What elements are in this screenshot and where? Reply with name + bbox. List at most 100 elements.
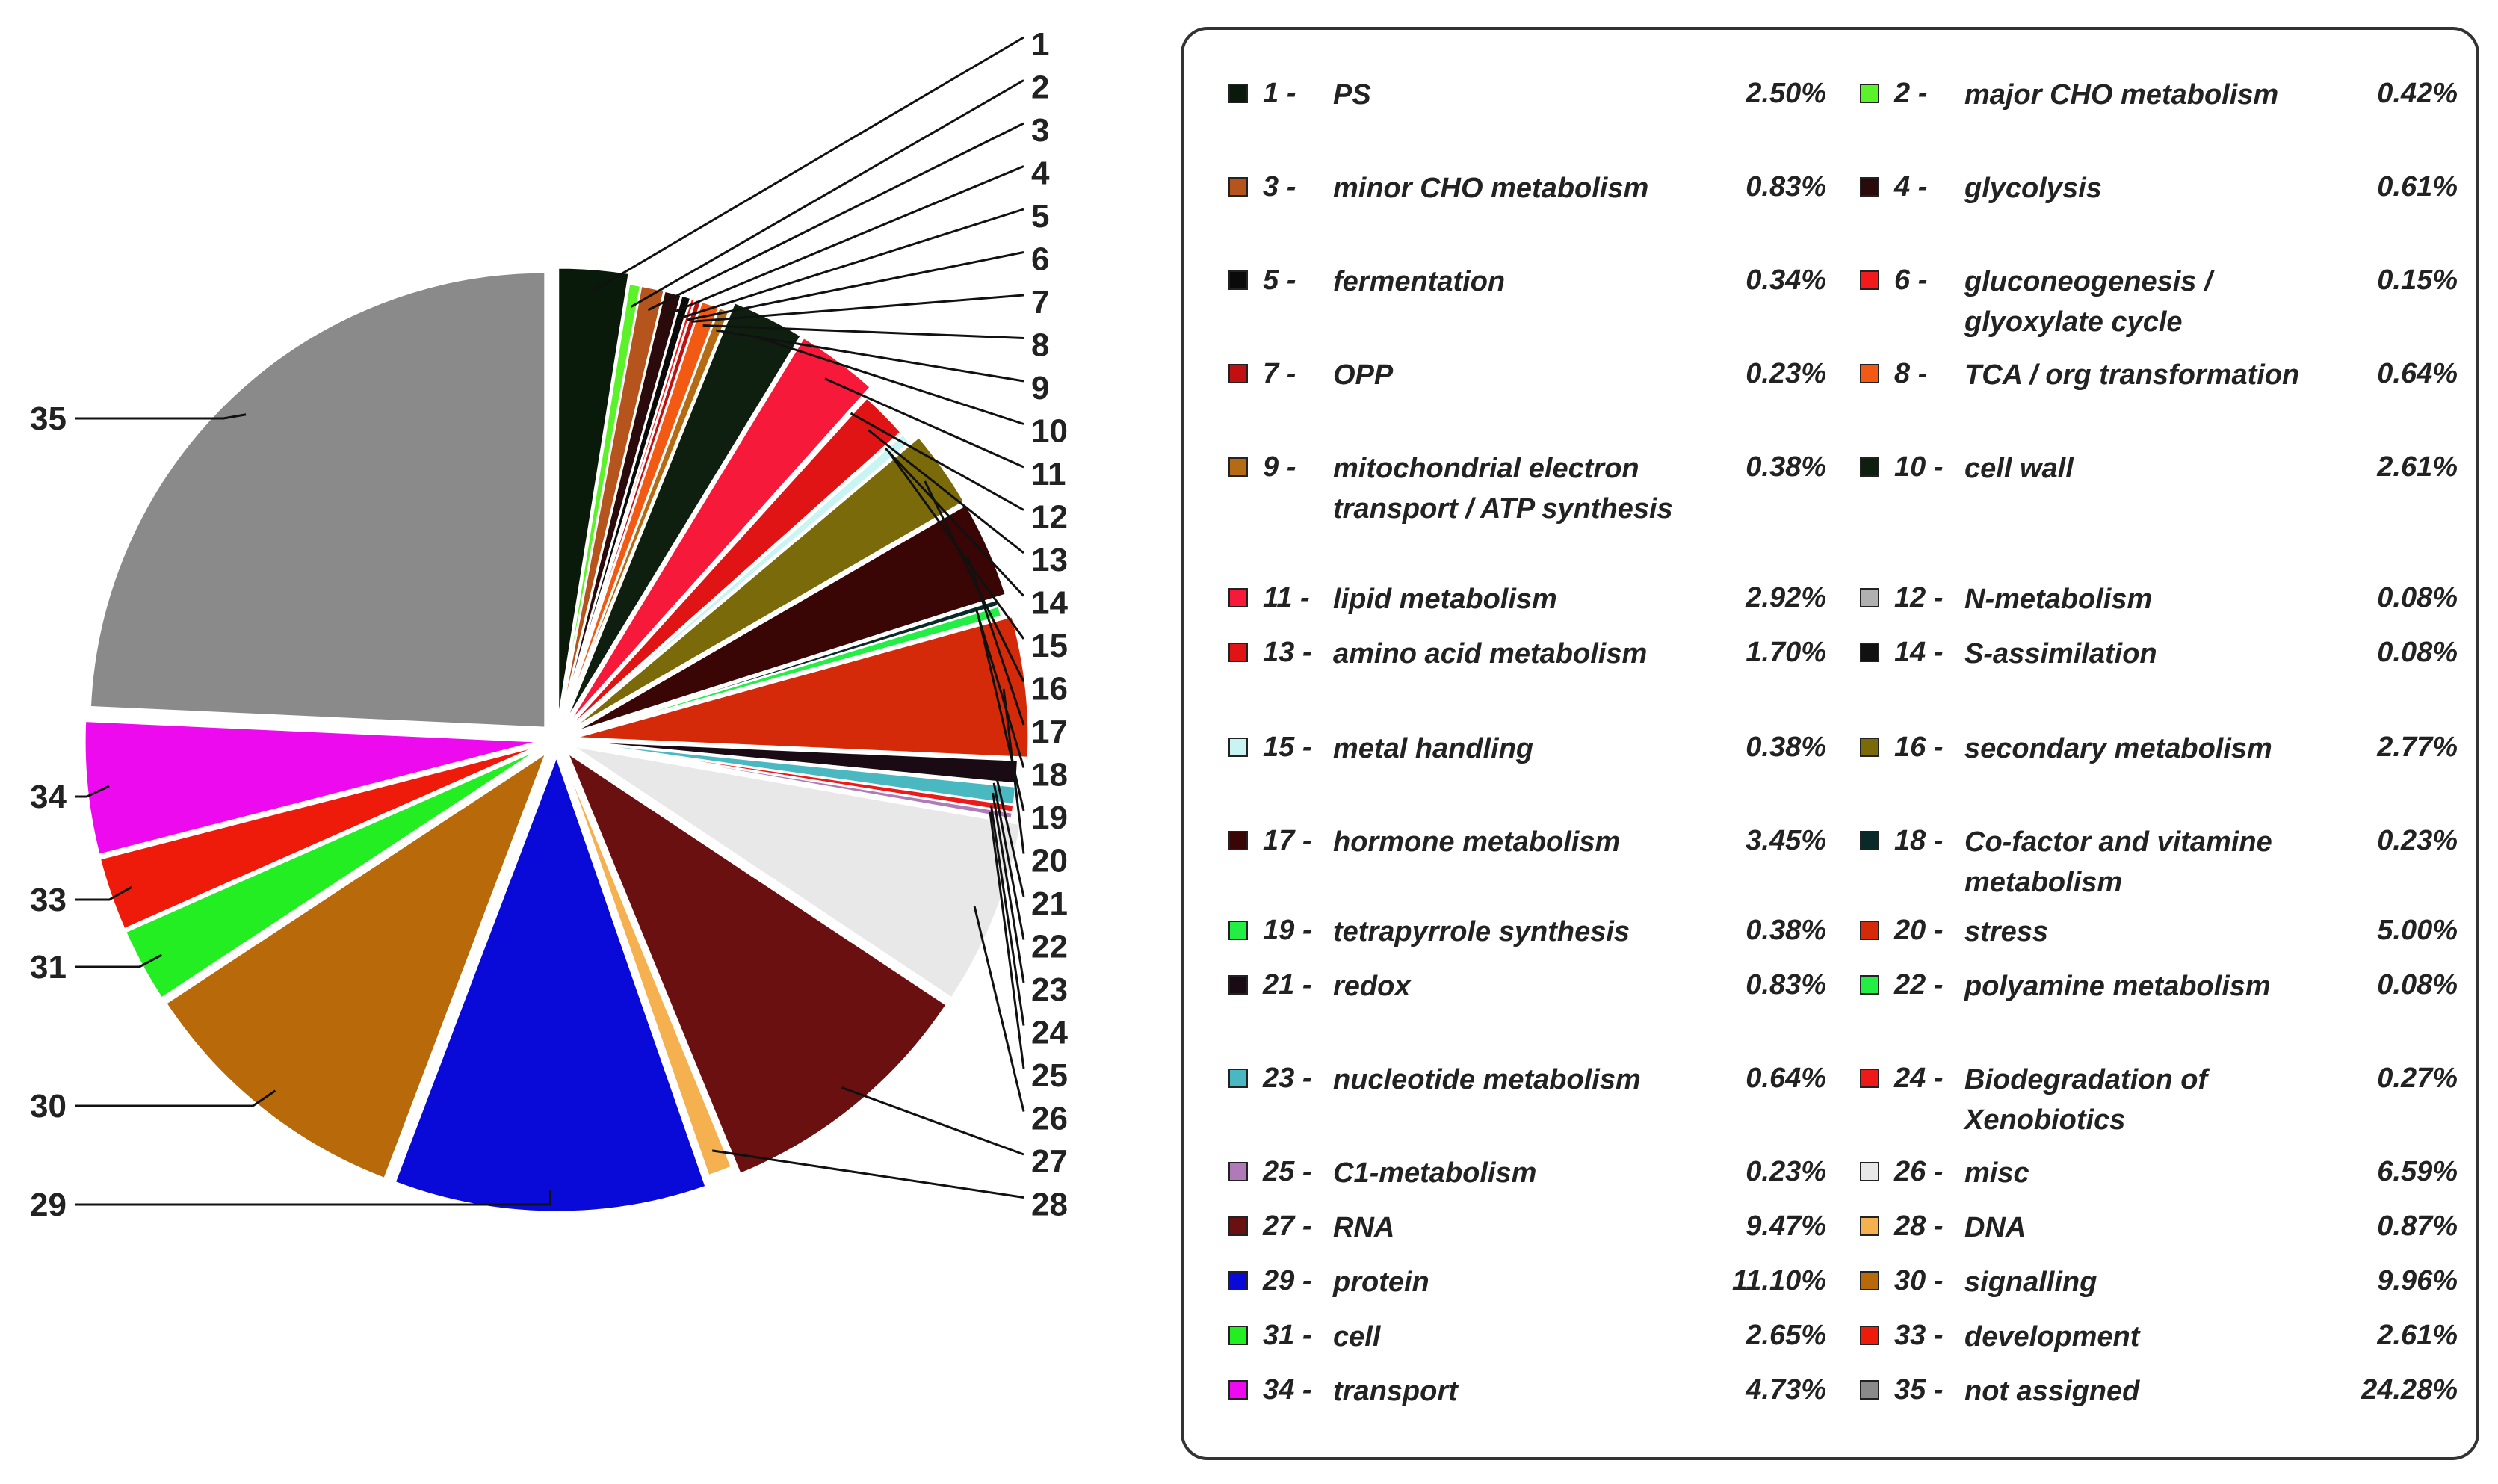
legend-number: 25 -	[1263, 1156, 1312, 1187]
legend-item: 3 - minor CHO metabolism 0.83%	[1228, 168, 1871, 216]
slice-number-label-22: 22	[1031, 929, 1068, 965]
legend-percentage: 0.15%	[2377, 265, 2458, 296]
legend-swatch	[1860, 364, 1879, 383]
legend-swatch	[1860, 1162, 1879, 1181]
legend-percentage: 4.73%	[1746, 1374, 1826, 1406]
legend-number: 34 -	[1263, 1374, 1312, 1406]
slice-number-label-17: 17	[1031, 714, 1068, 750]
legend-percentage: 0.34%	[1746, 265, 1826, 296]
slice-number-label-34: 34	[30, 779, 67, 815]
legend-number: 10 -	[1894, 451, 1944, 483]
legend-item: 13 - amino acid metabolism 1.70%	[1228, 634, 1871, 681]
legend-item: 22 - polyamine metabolism 0.08%	[1860, 966, 2498, 1014]
slice-number-label-7: 7	[1031, 284, 1049, 321]
pie-slice-28	[557, 744, 734, 1178]
slice-number-label-28: 28	[1031, 1187, 1068, 1223]
slice-number-label-33: 33	[30, 882, 67, 918]
legend-label: fermentation	[1333, 266, 1506, 297]
legend-percentage: 0.42%	[2377, 78, 2458, 109]
leader-line-6	[686, 251, 1024, 321]
slice-number-label-4: 4	[1031, 155, 1050, 192]
legend-item: 4 - glycolysis 0.61%	[1860, 168, 2498, 216]
legend-percentage: 0.64%	[1746, 1063, 1826, 1094]
legend-number: 27 -	[1263, 1211, 1312, 1242]
legend-item: 21 - redox 0.83%	[1228, 966, 1871, 1014]
legend-label: DNA	[1964, 1212, 2026, 1243]
legend-label: N-metabolism	[1964, 584, 2153, 615]
legend-number: 31 -	[1263, 1320, 1312, 1351]
legend-percentage: 0.61%	[2377, 171, 2458, 202]
legend-percentage: 0.83%	[1746, 171, 1826, 202]
legend-swatch	[1860, 1216, 1879, 1236]
slice-number-label-19: 19	[1031, 800, 1068, 836]
legend-item: 6 - gluconeogenesis / glyoxylate cycle 0.1…	[1860, 262, 2498, 338]
leader-line-27	[841, 1086, 1024, 1156]
pie-slice-10	[563, 300, 803, 726]
slice-number-label-11: 11	[1031, 456, 1066, 492]
legend-percentage: 24.28%	[2361, 1374, 2458, 1406]
legend-label: Biodegradation of Xenobiotics	[1964, 1064, 2208, 1136]
slice-number-label-23: 23	[1031, 971, 1068, 1008]
legend-swatch	[1860, 588, 1879, 607]
legend-percentage: 0.83%	[1746, 969, 1826, 1001]
legend-label: cell wall	[1964, 453, 2074, 484]
legend-number: 6 -	[1894, 265, 1928, 296]
legend-item: 30 - signalling 9.96%	[1860, 1262, 2498, 1310]
slice-number-label-6: 6	[1031, 241, 1049, 278]
leader-line-31	[75, 953, 163, 968]
legend-percentage: 0.23%	[1746, 1156, 1826, 1187]
pie-slice-25	[562, 739, 1014, 820]
legend-number: 19 -	[1263, 915, 1312, 946]
leader-line-16	[924, 480, 1025, 683]
legend-swatch	[1860, 921, 1879, 940]
legend-number: 4 -	[1894, 171, 1928, 202]
pie-slice-11	[565, 336, 873, 728]
leader-line-1	[591, 36, 1024, 293]
legend-label: polyamine metabolism	[1964, 971, 2271, 1002]
legend-item: 14 - S-assimilation 0.08%	[1860, 634, 2498, 681]
slice-number-label-1: 1	[1031, 26, 1049, 63]
leader-line-13	[868, 429, 1024, 554]
legend-swatch	[1228, 1380, 1248, 1400]
legend-swatch	[1228, 1162, 1248, 1181]
legend-number: 8 -	[1894, 358, 1928, 389]
legend-percentage: 0.38%	[1746, 451, 1826, 483]
legend-label: transport	[1333, 1376, 1458, 1407]
slice-number-label-20: 20	[1031, 843, 1068, 879]
slice-number-label-8: 8	[1031, 327, 1049, 364]
legend-percentage: 2.77%	[2377, 732, 2458, 763]
legend-item: 24 - Biodegradation of Xenobiotics 0.27%	[1860, 1060, 2498, 1136]
pie-slice-16	[569, 435, 966, 732]
legend-number: 33 -	[1894, 1320, 1944, 1351]
legend-item: 16 - secondary metabolism 2.77%	[1860, 729, 2498, 776]
leader-line-5	[679, 208, 1024, 320]
legend-number: 21 -	[1263, 969, 1312, 1001]
leader-line-18	[975, 609, 1025, 768]
legend-number: 3 -	[1263, 171, 1296, 202]
leader-line-8	[702, 324, 1024, 339]
slice-number-label-25: 25	[1031, 1057, 1068, 1094]
leader-line-17	[966, 557, 1025, 726]
legend-swatch	[1228, 588, 1248, 607]
legend-item: 35 - not assigned 24.28%	[1860, 1371, 2498, 1419]
legend-percentage: 3.45%	[1746, 825, 1826, 856]
pie-slice-34	[83, 720, 541, 857]
legend-swatch	[1860, 975, 1879, 995]
leader-line-12	[850, 412, 1024, 511]
legend-percentage: 0.87%	[2377, 1211, 2458, 1242]
leader-line-33	[75, 885, 132, 901]
legend-number: 20 -	[1894, 915, 1944, 946]
legend-percentage: 0.08%	[2377, 969, 2458, 1001]
pie-slice-17	[571, 503, 1008, 735]
legend-label: stress	[1964, 916, 2048, 947]
slice-number-label-14: 14	[1031, 585, 1068, 622]
legend-label: signalling	[1964, 1267, 2097, 1298]
legend-item: 34 - transport 4.73%	[1228, 1371, 1871, 1419]
legend-swatch	[1860, 643, 1879, 662]
legend-number: 2 -	[1894, 78, 1928, 109]
legend-percentage: 0.08%	[2377, 582, 2458, 613]
legend-percentage: 2.65%	[1746, 1320, 1826, 1351]
leader-line-22	[992, 782, 1025, 940]
leader-line-34	[75, 785, 110, 798]
legend-item: 28 - DNA 0.87%	[1860, 1208, 2498, 1255]
